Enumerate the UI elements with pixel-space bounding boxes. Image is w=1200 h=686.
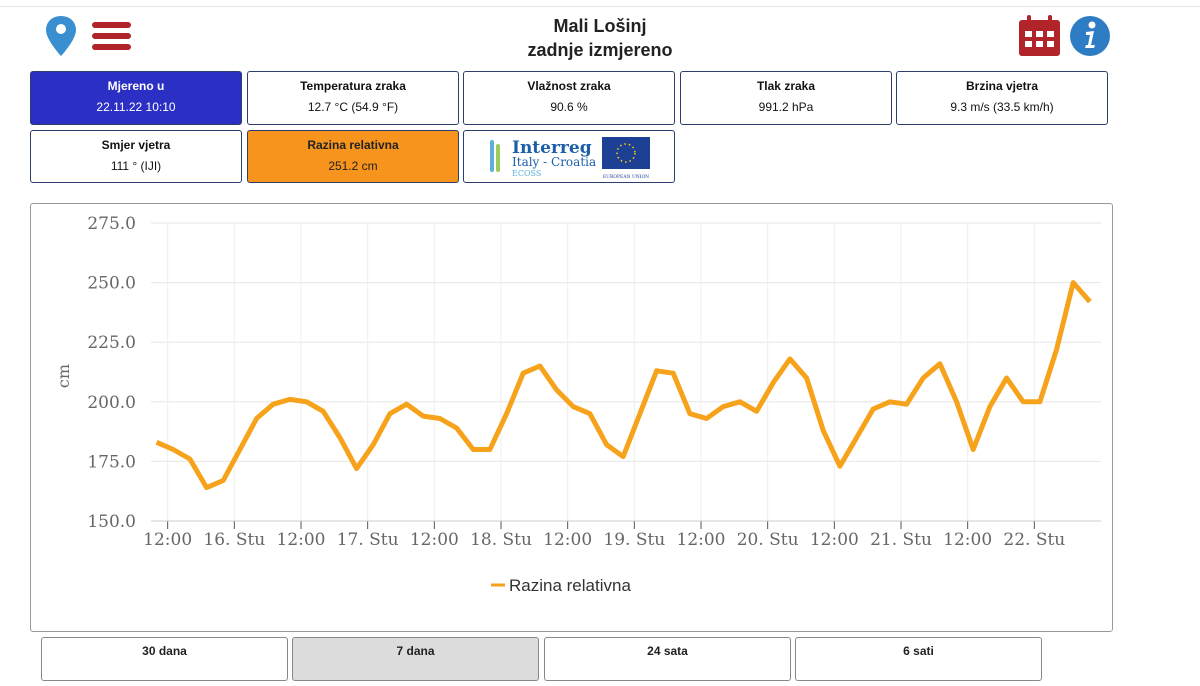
card-label: Vlažnost zraka — [527, 79, 611, 93]
logo-mark — [489, 140, 494, 172]
card-value: 22.11.22 10:10 — [96, 100, 176, 114]
y-tick-label: 175.0 — [87, 452, 136, 472]
y-tick-label: 275.0 — [87, 214, 136, 234]
eu-label: EUROPEAN UNION — [602, 174, 648, 180]
menu-icon[interactable] — [92, 22, 132, 52]
logo-card: Interreg Italy - Croatia ECOSS EUROPEAN … — [463, 130, 675, 183]
info-card: Razina relativna 251.2 cm — [247, 130, 459, 183]
card-value: 991.2 hPa — [758, 100, 814, 114]
card-value: 251.2 cm — [328, 159, 378, 173]
calendar-cells — [1025, 31, 1054, 47]
x-tick-label: 19. Stu — [603, 530, 665, 550]
chart: 150.0 175.0 200.0 225.0 250.0 275.0 12:00 16. S… — [54, 214, 1101, 595]
card-label: Temperatura zraka — [300, 79, 406, 93]
location-icon[interactable] — [44, 14, 78, 58]
x-tick-label: 12:00 — [543, 530, 592, 550]
calendar-icon[interactable] — [1018, 14, 1062, 58]
info-i — [1085, 31, 1095, 48]
legend-label: Razina relativna — [509, 576, 631, 595]
x-tick-label: 12:00 — [810, 530, 859, 550]
x-tick-label: 17. Stu — [337, 530, 399, 550]
range-button[interactable]: 30 dana — [41, 637, 288, 681]
logo-project: ECOSS — [512, 169, 541, 178]
logo-program: Italy - Croatia — [512, 155, 596, 169]
logo-mark — [495, 144, 500, 172]
card-label: Razina relativna — [307, 138, 399, 152]
station-title: Mali Lošinj — [553, 16, 647, 36]
x-tick-label: 12:00 — [277, 530, 326, 550]
chart-box: 150.0 175.0 200.0 225.0 250.0 275.0 12:00 16. S… — [30, 203, 1113, 632]
calendar-ring — [1048, 15, 1052, 25]
card-label: Tlak zraka — [756, 79, 816, 93]
info-card: Mjereno u 22.11.22 10:10 — [30, 71, 242, 125]
y-tick-label: 250.0 — [87, 274, 136, 294]
x-tick-label: 20. Stu — [737, 530, 799, 550]
top-border — [0, 6, 1200, 7]
x-tick-label: 12:00 — [410, 530, 459, 550]
info-card: Temperatura zraka 12.7 °C (54.9 °F) — [247, 71, 459, 125]
menu-bar — [92, 22, 131, 28]
info-card: Smjer vjetra 111 ° (IJI) — [30, 130, 242, 183]
x-tick-label: 22. Stu — [1003, 530, 1065, 550]
x-tick-label: 16. Stu — [203, 530, 265, 550]
y-axis-label: cm — [54, 364, 73, 388]
info-card: Brzina vjetra 9.3 m/s (33.5 km/h) — [896, 71, 1108, 125]
pin-dot — [56, 24, 66, 34]
info-icon[interactable] — [1068, 14, 1112, 58]
station-subtitle: zadnje izmjereno — [527, 40, 673, 60]
data-line — [155, 280, 1092, 491]
card-label: Smjer vjetra — [101, 138, 171, 152]
card-label: Mjereno u — [107, 79, 165, 93]
menu-bar — [92, 33, 131, 39]
eu-flag — [601, 137, 650, 169]
x-tick-label: 12:00 — [677, 530, 726, 550]
range-button[interactable]: 7 dana — [292, 637, 539, 681]
eu-stars — [615, 143, 636, 163]
card-value: 90.6 % — [550, 100, 588, 114]
range-button[interactable]: 6 sati — [795, 637, 1042, 681]
card-label: Brzina vjetra — [965, 79, 1039, 93]
info-card: Tlak zraka 991.2 hPa — [680, 71, 892, 125]
x-tick-label: 18. Stu — [470, 530, 532, 550]
info-dot — [1088, 21, 1096, 29]
pin — [46, 16, 76, 56]
y-tick-label: 150.0 — [87, 512, 136, 532]
x-tick-label: 12:00 — [143, 530, 192, 550]
logo: Interreg Italy - Croatia ECOSS EUROPEAN … — [489, 137, 650, 180]
range-button[interactable]: 24 sata — [544, 637, 791, 681]
x-tick-label: 12:00 — [943, 530, 992, 550]
menu-bar — [92, 44, 131, 50]
x-tick-label: 21. Stu — [870, 530, 932, 550]
y-tick-label: 200.0 — [87, 393, 136, 413]
calendar-body — [1019, 20, 1060, 56]
logo-name: Interreg — [512, 138, 592, 158]
card-value: 9.3 m/s (33.5 km/h) — [950, 100, 1054, 114]
calendar-ring — [1027, 15, 1031, 25]
card-value: 12.7 °C (54.9 °F) — [307, 100, 399, 114]
card-value: 111 ° (IJI) — [110, 159, 162, 173]
y-tick-label: 225.0 — [87, 333, 136, 353]
info-card: Vlažnost zraka 90.6 % — [463, 71, 675, 125]
